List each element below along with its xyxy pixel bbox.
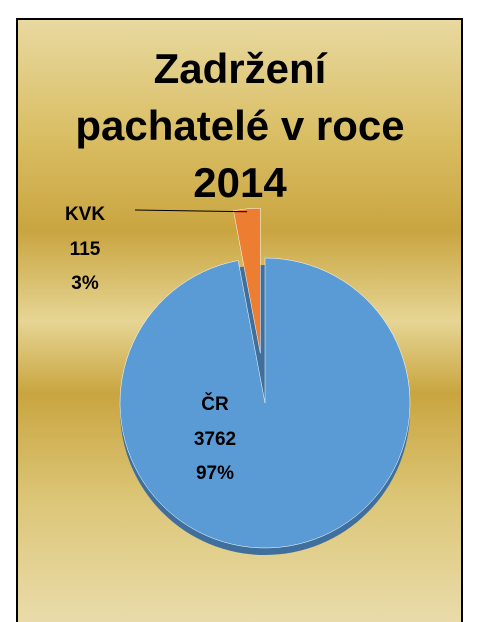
pie-slice bbox=[233, 207, 261, 354]
slice-label: KVK bbox=[65, 204, 105, 225]
slice-value: 3762 bbox=[194, 429, 236, 450]
slice-percent: 3% bbox=[71, 273, 99, 294]
pie-slice bbox=[119, 257, 411, 549]
slice-percent: 97% bbox=[196, 463, 234, 484]
leader-line bbox=[134, 209, 248, 213]
slice-label: ČR bbox=[201, 393, 229, 415]
chart-title: Zadržení pachatelé v roce 2014 bbox=[75, 45, 405, 206]
slice-value: 115 bbox=[70, 239, 101, 260]
